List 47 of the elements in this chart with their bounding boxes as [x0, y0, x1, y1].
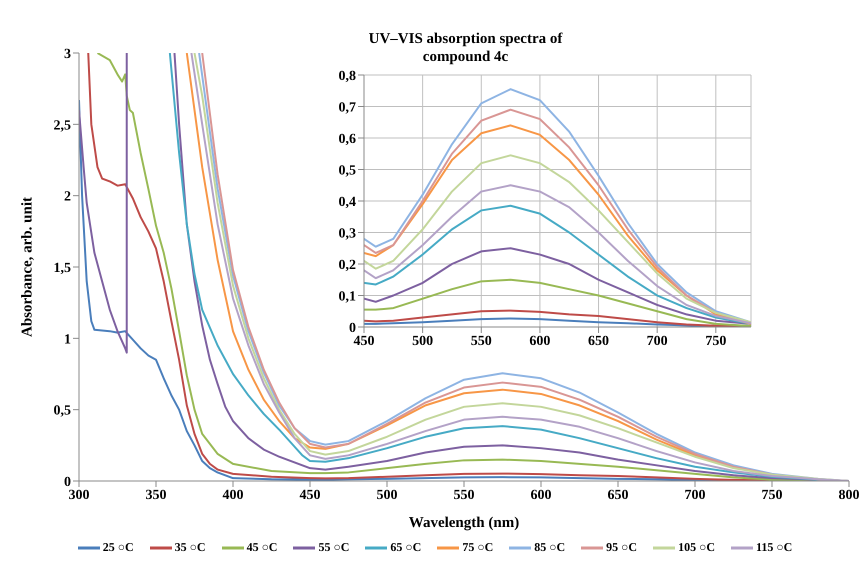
legend-label: 115 ○C [756, 540, 792, 555]
y-axis-title: Absorbance, arb. unit [19, 196, 36, 338]
x-tick-label: 800 [838, 488, 860, 503]
y-tick-label: 1,5 [54, 260, 71, 276]
y-tick-label: 0,5 [338, 163, 356, 178]
x-tick-label: 450 [300, 488, 320, 503]
x-tick-label: 550 [470, 334, 492, 349]
x-tick-label: 550 [454, 488, 474, 503]
legend-label: 105 ○C [678, 540, 716, 555]
legend-label: 35 ○C [174, 540, 206, 555]
legend-label: 85 ○C [534, 540, 566, 555]
x-tick-label: 650 [588, 334, 610, 349]
chart-title: UV–VIS absorption spectra of compound 4c [368, 30, 564, 67]
x-tick-label: 300 [68, 488, 90, 503]
legend-label: 95 ○C [606, 540, 638, 555]
legend-label: 25 ○C [102, 540, 134, 555]
x-tick-label: 600 [529, 334, 550, 349]
y-tick-label: 0,1 [338, 289, 356, 304]
legend-label: 65 ○C [390, 540, 422, 555]
x-tick-label: 750 [762, 488, 782, 503]
y-tick-label: 0,4 [338, 194, 356, 210]
y-tick-label: 2 [64, 190, 71, 205]
y-tick-label: 0,6 [338, 132, 356, 147]
y-tick-label: 3 [64, 46, 71, 62]
x-tick-label: 500 [412, 334, 434, 349]
y-tick-label: 0,8 [338, 68, 356, 84]
legend-label: 55 ○C [318, 540, 350, 555]
x-tick-label: 700 [684, 488, 706, 503]
y-tick-label: 0,3 [338, 226, 356, 242]
x-tick-label: 750 [705, 334, 726, 349]
y-tick-label: 0,5 [54, 404, 71, 419]
x-tick-label: 650 [608, 488, 628, 503]
x-tick-label: 600 [530, 488, 552, 503]
legend-label: 45 ○C [246, 540, 278, 555]
legend-label: 75 ○C [462, 540, 494, 555]
x-tick-label: 450 [354, 334, 374, 349]
y-tick-label: 0,7 [338, 100, 356, 116]
y-tick-label: 0 [349, 320, 356, 336]
x-tick-label: 350 [146, 488, 166, 503]
y-tick-label: 0 [64, 474, 71, 490]
x-tick-label: 700 [646, 334, 668, 349]
y-tick-label: 0,2 [338, 258, 356, 273]
y-tick-label: 1 [64, 332, 71, 348]
y-tick-label: 2,5 [54, 118, 71, 134]
x-axis-title: Wavelength (nm) [408, 515, 520, 531]
x-tick-label: 500 [376, 488, 398, 503]
x-tick-label: 400 [222, 488, 244, 503]
